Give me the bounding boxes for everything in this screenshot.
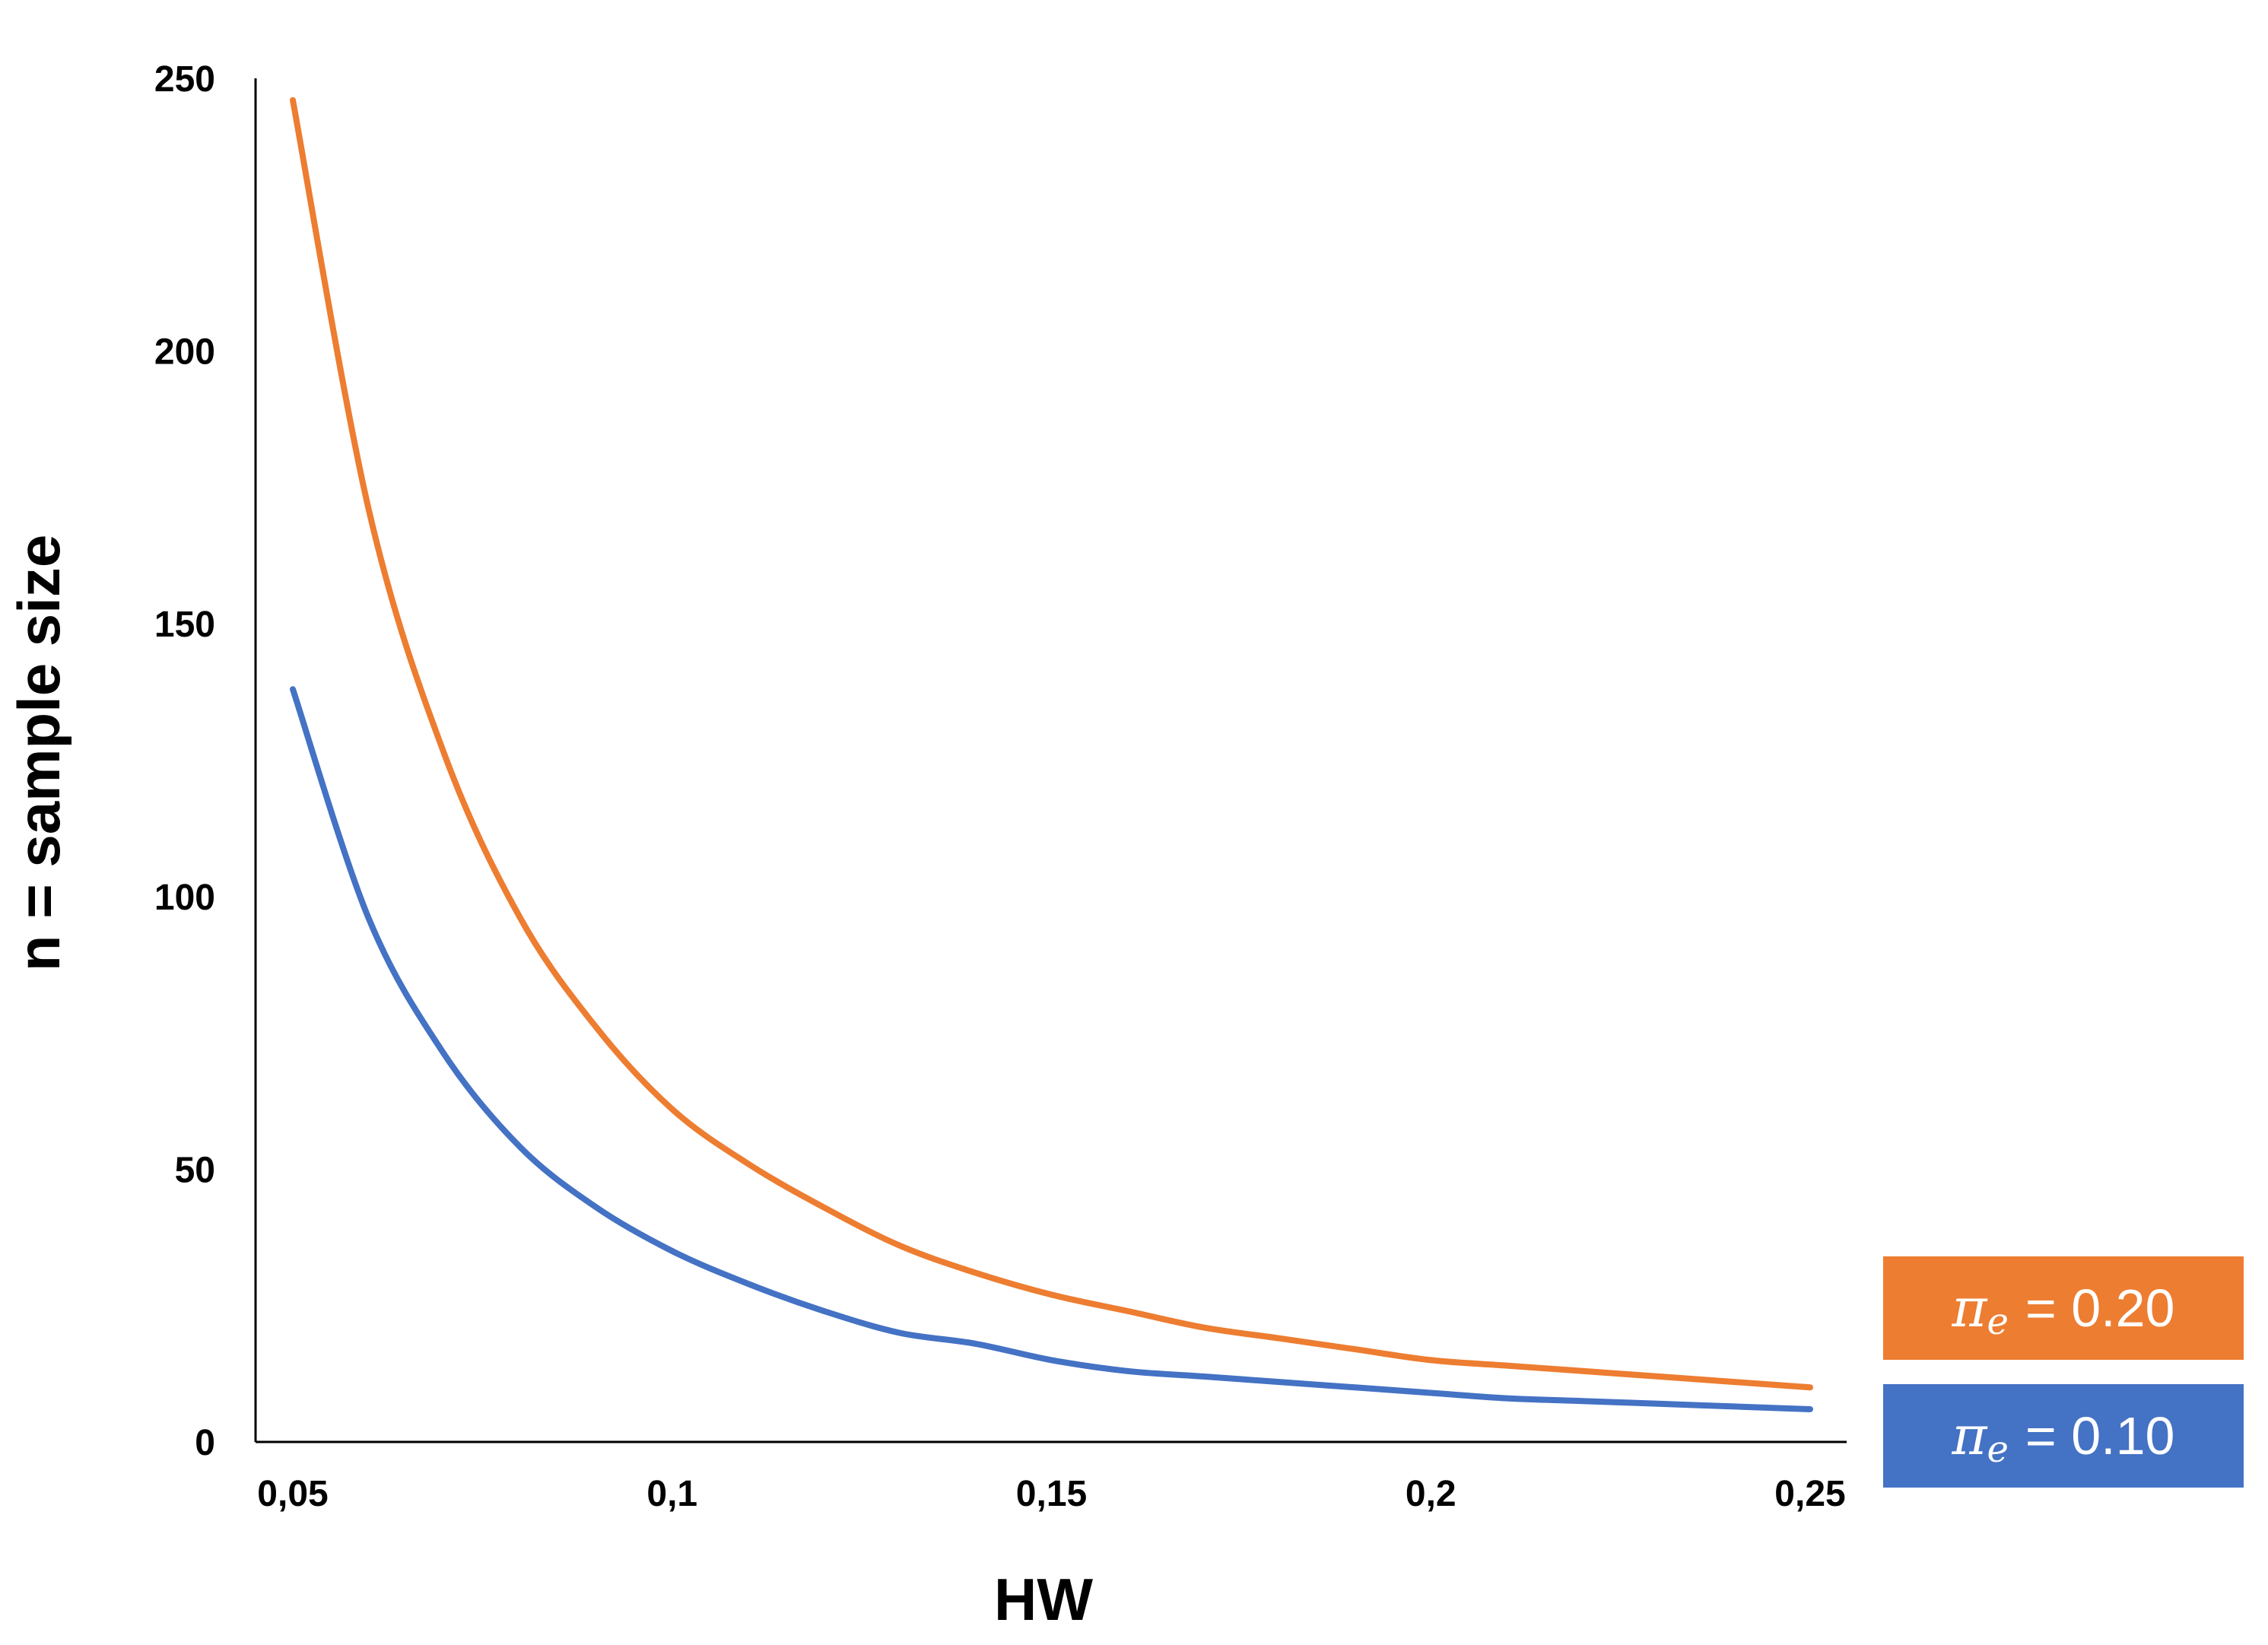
x-tick-label: 0,05	[257, 1474, 328, 1514]
series-line-0	[290, 97, 1813, 1391]
y-tick-label: 250	[154, 59, 215, 100]
legend-symbol: π	[1952, 1405, 1987, 1467]
legend-subscript: e	[1987, 1300, 2009, 1343]
x-tick-label: 0,2	[1406, 1474, 1456, 1514]
x-axis-ticks: 0,05 0,1 0,15 0,2 0,25	[257, 1474, 1845, 1514]
y-axis-ticks: 0 50 100 150 200 250	[154, 59, 215, 1463]
legend-symbol: π	[1952, 1277, 1987, 1339]
series-line-1	[290, 686, 1813, 1412]
series-layer	[290, 97, 1813, 1412]
legend-subscript: e	[1987, 1428, 2009, 1471]
y-tick-label: 0	[195, 1423, 215, 1463]
y-tick-label: 50	[175, 1150, 215, 1190]
x-axis-title: HW	[994, 1566, 1093, 1633]
legend-value: = 0.20	[2025, 1278, 2175, 1338]
y-tick-label: 200	[154, 332, 215, 373]
legend-item-1: π e = 0.10	[1883, 1384, 2244, 1488]
y-axis-title: n = sample size	[5, 535, 72, 971]
x-tick-label: 0,25	[1774, 1474, 1845, 1514]
legend-item-0: π e = 0.20	[1883, 1256, 2244, 1360]
y-tick-label: 150	[154, 605, 215, 645]
x-tick-label: 0,15	[1016, 1474, 1087, 1514]
x-tick-label: 0,1	[646, 1474, 697, 1514]
legend-value: = 0.10	[2025, 1406, 2175, 1466]
y-tick-label: 100	[154, 878, 215, 918]
